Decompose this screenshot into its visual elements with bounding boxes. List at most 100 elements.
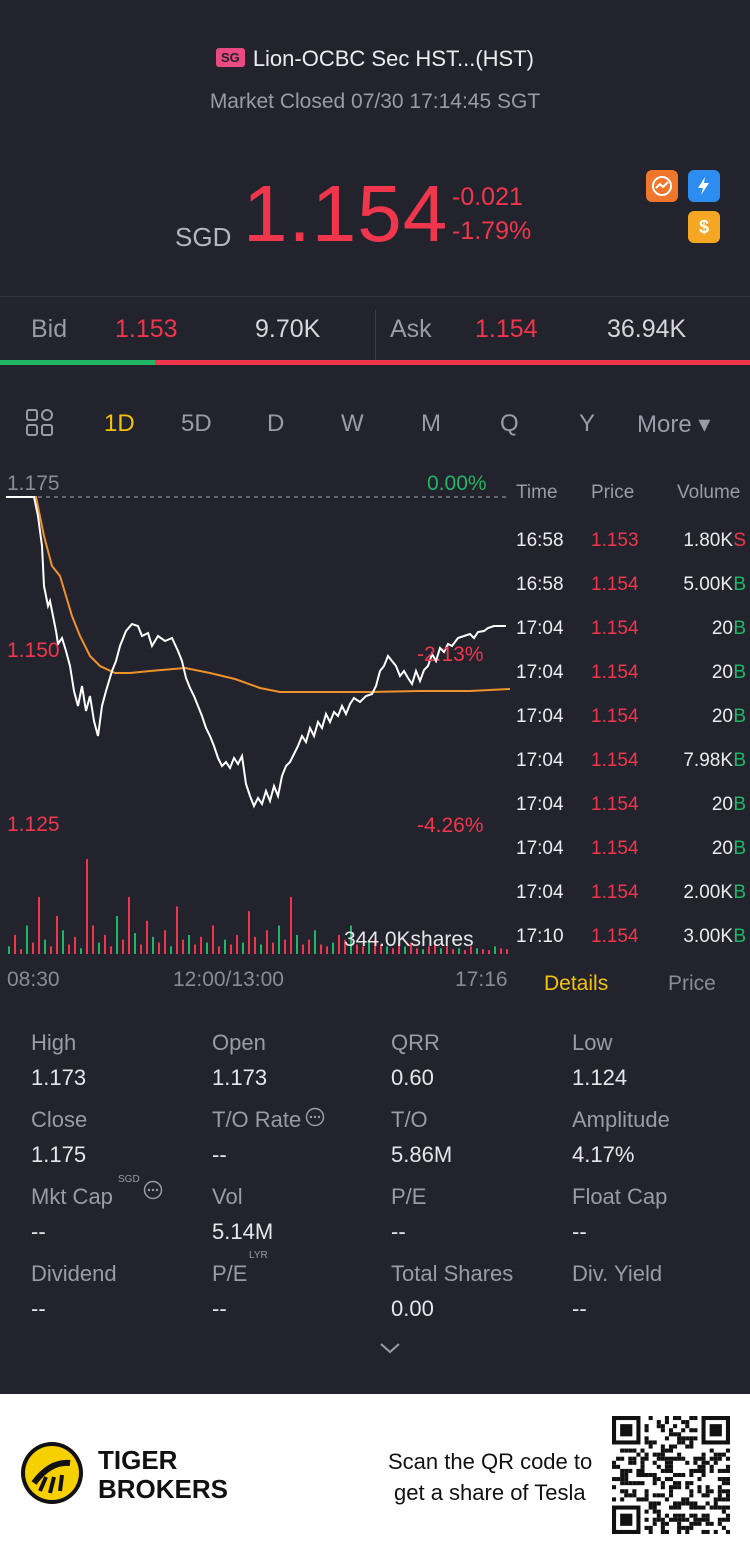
volume-bar [32, 942, 34, 954]
volume-bar [374, 939, 376, 954]
trade-time: 17:10 [516, 926, 564, 947]
volume-bar [80, 948, 82, 954]
pct-axis-low: -4.26% [417, 814, 484, 837]
volume-bar [314, 930, 316, 954]
stat-label: QRR [391, 1030, 440, 1055]
intraday-chart[interactable]: 1.175 0.00% 1.150 -2.13% 1.125 -4.26% 34… [0, 466, 512, 966]
grid-icon[interactable] [25, 408, 55, 443]
volume-bar [200, 936, 202, 954]
volume-bar [56, 916, 58, 954]
volume-bar [392, 948, 394, 954]
dollar-icon[interactable]: $ [688, 211, 720, 243]
tab-d[interactable]: D [267, 410, 285, 437]
x-axis-end: 17:16 [455, 968, 508, 991]
tab-more[interactable]: More ▾ [637, 411, 711, 438]
ask-size: 36.94K [607, 315, 687, 343]
stat-value: 5.14M [212, 1219, 274, 1244]
volume-bar [224, 939, 226, 954]
trade-price: 1.154 [591, 618, 639, 639]
stat-value: -- [572, 1219, 587, 1244]
tab-details[interactable]: Details [544, 972, 609, 995]
y-axis-top: 1.175 [7, 472, 60, 495]
volume-bar [170, 946, 172, 954]
volume-bar [470, 946, 472, 954]
trade-volume: 20 [711, 838, 733, 859]
volume-bar [386, 946, 388, 954]
volume-bar [422, 949, 424, 954]
volume-bar [236, 935, 238, 954]
volume-bar [338, 935, 340, 954]
volume-bar [242, 942, 244, 954]
volume-bar [440, 948, 442, 954]
bid-ratio-bar [0, 360, 155, 365]
stat-value: 5.86M [391, 1142, 453, 1167]
volume-bar [452, 949, 454, 954]
period-tabs: 1D 5D D W M Q Y More ▾ [0, 380, 750, 466]
volume-bar [302, 944, 304, 954]
volume-bar [410, 942, 412, 954]
trade-side: B [733, 662, 746, 683]
volume-bar [104, 935, 106, 954]
trade-price: 1.154 [591, 750, 639, 771]
trade-price: 1.153 [591, 530, 639, 551]
volume-bar [146, 920, 148, 954]
trade-price: 1.154 [591, 882, 639, 903]
volume-bar [320, 944, 322, 954]
market-status: Market Closed 07/30 17:14:45 SGT [209, 90, 541, 113]
stat-value: 1.124 [572, 1065, 628, 1090]
trade-volume: 3.00K [683, 926, 733, 947]
volume-bar [44, 939, 46, 954]
volume-bar [116, 916, 118, 954]
stat-label: T/O [391, 1107, 428, 1132]
chart-badge-icon[interactable] [646, 170, 678, 202]
tab-price-dist[interactable]: Price [668, 972, 716, 995]
volume-bar [14, 935, 16, 954]
stat-label: T/O Rate [212, 1107, 302, 1132]
volume-bar [446, 946, 448, 954]
stat-value: -- [31, 1296, 46, 1321]
trade-volume: 7.98K [683, 750, 733, 771]
y-axis-low: 1.125 [7, 813, 60, 836]
stat-value: 0.00 [391, 1296, 434, 1321]
bid-size: 9.70K [255, 315, 321, 343]
volume-bar [206, 942, 208, 954]
trade-time: 17:04 [516, 662, 564, 683]
stat-value: 1.173 [31, 1065, 87, 1090]
bid-price: 1.153 [115, 315, 178, 343]
promo-line1: Scan the QR code to [388, 1449, 593, 1474]
tab-y[interactable]: Y [579, 410, 596, 437]
volume-bar [86, 859, 88, 954]
to-rate-info-icon[interactable] [305, 1107, 325, 1132]
stat-label: Float Cap [572, 1184, 668, 1209]
price-change: -0.021 [452, 183, 523, 211]
tab-1d[interactable]: 1D [104, 410, 135, 437]
volume-bar [494, 946, 496, 954]
trade-side: B [733, 618, 746, 639]
stat-label: Total Shares [391, 1261, 514, 1286]
stock-title[interactable]: SG Lion-OCBC Sec HST...(HST) [0, 46, 750, 72]
mktcap-info-icon[interactable] [143, 1180, 163, 1205]
volume-bar [26, 925, 28, 954]
tab-w[interactable]: W [341, 410, 364, 437]
volume-bar [326, 946, 328, 954]
volume-bar [272, 942, 274, 954]
volume-bar [128, 897, 130, 954]
tab-m[interactable]: M [421, 410, 441, 437]
tiger-logo-icon [20, 1441, 84, 1510]
ask-price: 1.154 [475, 315, 538, 343]
volume-bar [230, 944, 232, 954]
tab-5d[interactable]: 5D [181, 410, 212, 437]
stats-grid: High 1.173 Open 1.173 QRR 0.60 Low 1.124 Close 1.… [0, 1010, 750, 1390]
volume-bar [38, 897, 40, 954]
volume-bar [152, 936, 154, 954]
trade-time: 17:04 [516, 706, 564, 727]
stat-value: -- [391, 1219, 406, 1244]
trade-price: 1.154 [591, 662, 639, 683]
lightning-icon[interactable] [688, 170, 720, 202]
trade-price: 1.154 [591, 926, 639, 947]
volume-bar [416, 948, 418, 954]
volume-bar [176, 906, 178, 954]
expand-chevron-icon[interactable] [378, 1340, 402, 1361]
tab-q[interactable]: Q [500, 410, 519, 437]
intraday-chart-svg [6, 496, 511, 954]
